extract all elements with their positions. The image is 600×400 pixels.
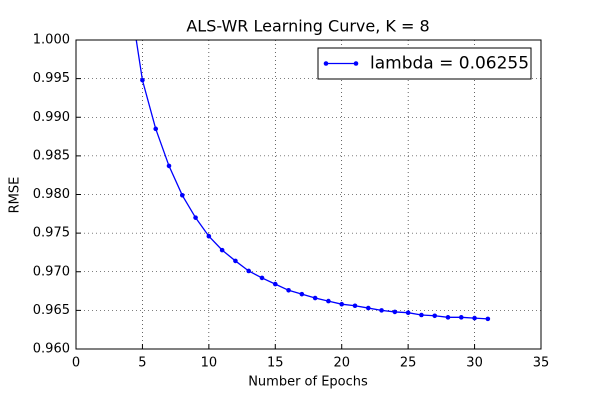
point — [166, 163, 172, 169]
y-tick-label: 0.995 — [33, 71, 70, 86]
y-tick-label: 0.970 — [33, 264, 70, 279]
plot-area — [135, 40, 491, 322]
point — [140, 77, 145, 83]
y-tick-label: 0.965 — [33, 303, 70, 318]
x-axis-label: Number of Epochs — [248, 375, 368, 390]
point — [326, 298, 331, 304]
point — [472, 315, 477, 321]
point — [445, 315, 451, 320]
point — [272, 281, 278, 287]
x-tick-label: 0 — [72, 356, 80, 371]
x-tick-label: 30 — [466, 356, 483, 371]
y-tick-label: 0.980 — [33, 187, 70, 202]
y-tick-label: 1.000 — [33, 33, 70, 48]
y-tick-label: 0.960 — [33, 342, 70, 357]
point — [233, 258, 238, 264]
line — [135, 40, 488, 320]
legend-marker — [353, 61, 359, 66]
point — [485, 316, 491, 322]
point — [379, 308, 384, 313]
point — [365, 305, 371, 311]
point — [339, 301, 345, 307]
x-tick-label: 15 — [267, 356, 284, 371]
y-axis-label: RMSE — [8, 177, 23, 214]
point — [193, 215, 198, 220]
legend-label: lambda = 0.06255 — [370, 54, 529, 74]
point — [179, 192, 185, 198]
x-tick-label: 5 — [138, 356, 146, 371]
x-tick-label: 20 — [333, 356, 350, 371]
point — [458, 315, 464, 320]
x-tick-label: 10 — [201, 356, 218, 371]
plot-frame — [75, 39, 542, 350]
point — [246, 268, 252, 274]
point — [432, 313, 438, 319]
point — [259, 275, 265, 281]
y-tick-label: 0.990 — [33, 110, 70, 125]
chart-title: ALS-WR Learning Curve, K = 8 — [186, 17, 429, 36]
point — [352, 303, 358, 309]
point — [153, 126, 159, 132]
point — [219, 247, 225, 253]
y-tick-label: 0.975 — [33, 226, 70, 241]
y-tick-label: 0.985 — [33, 148, 70, 163]
point — [419, 312, 424, 318]
point — [299, 291, 305, 297]
x-tick-label: 25 — [400, 356, 417, 371]
point — [206, 233, 212, 239]
point — [392, 309, 398, 315]
x-tick-label: 35 — [533, 356, 550, 371]
point — [405, 310, 411, 315]
legend-marker — [323, 61, 329, 66]
point — [312, 295, 318, 301]
point — [286, 287, 291, 293]
legend: lambda = 0.06255 — [317, 47, 532, 80]
